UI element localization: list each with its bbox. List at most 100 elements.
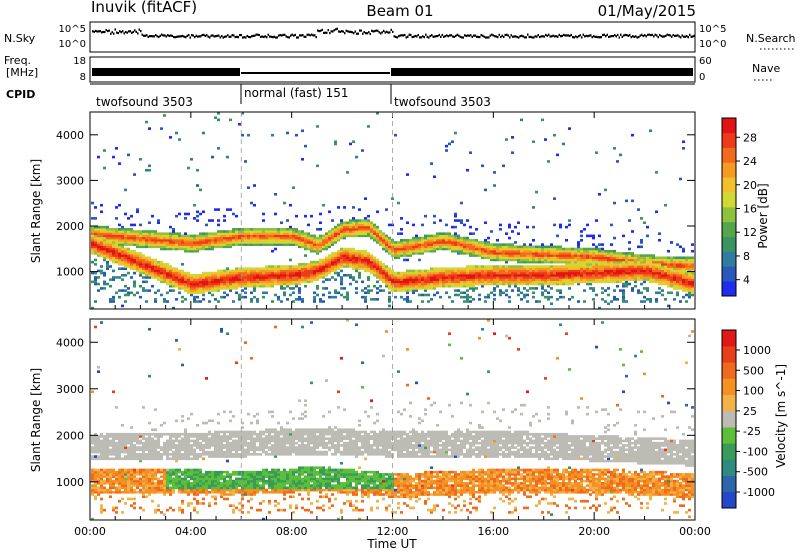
heatmap-cell xyxy=(475,271,478,275)
heatmap-cell xyxy=(565,269,568,273)
heatmap-cell xyxy=(376,263,379,266)
heatmap-cell xyxy=(148,164,151,168)
heatmap-cell xyxy=(616,284,619,288)
heatmap-cell xyxy=(154,298,157,301)
nsky-point xyxy=(186,34,188,37)
heatmap-cell xyxy=(547,265,550,268)
heatmap-cell xyxy=(241,280,244,284)
heatmap-cell xyxy=(631,273,634,277)
heatmap-cell xyxy=(490,258,493,262)
heatmap-cell xyxy=(115,406,118,409)
heatmap-cell xyxy=(322,300,325,303)
heatmap-cell xyxy=(91,475,94,478)
heatmap-cell xyxy=(382,273,385,277)
heatmap-cell xyxy=(394,243,397,246)
nsky-point xyxy=(530,35,532,38)
heatmap-cell xyxy=(217,278,220,281)
nsky-point xyxy=(681,34,683,37)
heatmap-cell xyxy=(106,243,109,246)
heatmap-cell xyxy=(124,475,127,478)
heatmap-cell xyxy=(403,287,406,290)
heatmap-cell xyxy=(634,267,637,270)
heatmap-cell xyxy=(463,282,466,286)
heatmap-cell xyxy=(148,455,151,458)
heatmap-cell xyxy=(109,254,112,257)
heatmap-cell xyxy=(373,265,376,268)
heatmap-cell xyxy=(505,273,508,277)
heatmap-cell xyxy=(142,477,145,481)
heatmap-cell xyxy=(388,278,391,281)
heatmap-cell xyxy=(370,260,373,264)
heatmap-cell xyxy=(388,252,391,255)
heatmap-cell xyxy=(523,278,526,281)
heatmap-cell xyxy=(109,486,112,490)
heatmap-cell xyxy=(487,254,490,257)
heatmap-cell xyxy=(103,475,106,478)
heatmap-cell xyxy=(196,243,199,246)
heatmap-cell xyxy=(112,486,115,490)
heatmap-cell xyxy=(100,508,103,512)
heatmap-cell xyxy=(145,238,148,242)
heatmap-cell xyxy=(190,234,193,238)
heatmap-cell xyxy=(322,267,325,270)
heatmap-cell xyxy=(541,260,544,264)
heatmap-cell xyxy=(115,256,118,260)
heatmap-cell xyxy=(601,256,604,260)
heatmap-cell xyxy=(127,468,130,472)
heatmap-cell xyxy=(340,280,343,284)
heatmap-cell xyxy=(232,230,235,233)
heatmap-cell xyxy=(157,221,160,225)
heatmap-cell xyxy=(676,263,679,266)
heatmap-cell xyxy=(628,219,631,222)
heatmap-cell xyxy=(310,238,313,242)
heatmap-cell xyxy=(115,232,118,235)
heatmap-cell xyxy=(394,252,397,255)
heatmap-cell xyxy=(148,256,151,260)
heatmap-cell xyxy=(103,273,106,277)
heatmap-cell xyxy=(418,252,421,255)
heatmap-cell xyxy=(112,444,115,447)
heatmap-cell xyxy=(487,278,490,281)
heatmap-cell xyxy=(112,230,115,233)
heatmap-cell xyxy=(685,276,688,279)
heatmap-cell xyxy=(559,267,562,270)
heatmap-cell xyxy=(166,300,169,303)
heatmap-cell xyxy=(304,214,307,218)
heatmap-cell xyxy=(166,232,169,235)
heatmap-cell xyxy=(145,260,148,264)
heatmap-cell xyxy=(166,291,169,295)
heatmap-cell xyxy=(544,273,547,277)
heatmap-cell xyxy=(214,298,217,301)
nsky-point xyxy=(329,32,331,35)
nsky-point xyxy=(482,34,484,37)
heatmap-cell xyxy=(175,245,178,249)
heatmap-cell xyxy=(265,284,268,288)
heatmap-cell xyxy=(202,278,205,281)
heatmap-cell xyxy=(319,234,322,238)
heatmap-cell xyxy=(382,276,385,279)
heatmap-cell xyxy=(145,486,148,490)
heatmap-cell xyxy=(556,278,559,281)
heatmap-cell xyxy=(91,236,94,240)
heatmap-cell xyxy=(124,446,127,449)
heatmap-cell xyxy=(238,271,241,275)
cpid-segment-3: twofsound 3503 xyxy=(394,95,491,109)
heatmap-cell xyxy=(511,249,514,253)
heatmap-cell xyxy=(328,263,331,266)
nsky-point xyxy=(221,34,223,38)
heatmap-cell xyxy=(337,206,340,209)
heatmap-cell xyxy=(307,238,310,242)
heatmap-cell xyxy=(232,278,235,281)
heatmap-cell xyxy=(142,245,145,249)
heatmap-cell xyxy=(442,247,445,251)
heatmap-cell xyxy=(334,269,337,273)
heatmap-cell xyxy=(148,238,151,242)
heatmap-cell xyxy=(652,258,655,262)
heatmap-cell xyxy=(127,479,130,483)
heatmap-cell xyxy=(535,260,538,264)
heatmap-cell xyxy=(265,243,268,246)
heatmap-cell xyxy=(142,243,145,246)
heatmap-cell xyxy=(538,252,541,255)
heatmap-cell xyxy=(652,265,655,268)
heatmap-cell xyxy=(397,287,400,290)
